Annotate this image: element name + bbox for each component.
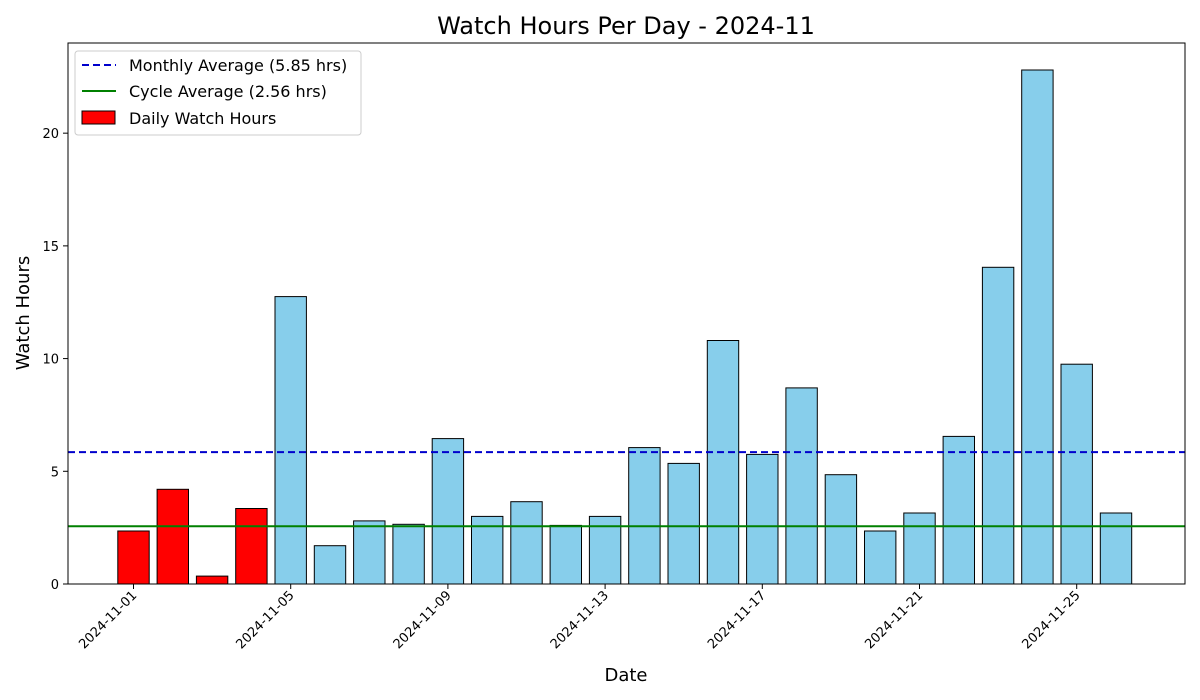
legend: Monthly Average (5.85 hrs) Cycle Average… xyxy=(74,50,362,136)
bar-2024-11-12 xyxy=(549,524,582,585)
legend-daily-watch-hours-swatch xyxy=(81,110,116,125)
bar-2024-11-01 xyxy=(117,530,150,585)
bar-2024-11-06 xyxy=(313,545,347,585)
bar-2024-11-15 xyxy=(667,462,700,585)
bar-2024-11-11 xyxy=(510,501,543,585)
bar-2024-11-16 xyxy=(706,340,740,585)
x-tick-label: 2024-11-13 xyxy=(548,588,612,652)
x-tick-label: 2024-11-17 xyxy=(705,588,769,652)
bar-2024-11-17 xyxy=(746,453,779,585)
bars-group xyxy=(117,69,1133,585)
y-tick-label: 5 xyxy=(51,465,59,480)
reference-lines xyxy=(68,451,1185,528)
bar-2024-11-26 xyxy=(1099,512,1133,585)
bar-2024-11-22 xyxy=(942,435,975,585)
bar-2024-11-07 xyxy=(353,520,386,585)
y-tick-label: 15 xyxy=(42,240,59,255)
x-tick-label: 2024-11-05 xyxy=(233,588,297,652)
y-tick-label: 10 xyxy=(42,353,59,368)
x-tick-label: 2024-11-09 xyxy=(391,588,455,652)
bar-2024-11-08 xyxy=(392,523,425,585)
bar-2024-11-23 xyxy=(981,266,1015,585)
bar-2024-11-09 xyxy=(431,438,465,585)
bar-2024-11-21 xyxy=(903,512,936,585)
x-axis-title: Date xyxy=(604,665,647,686)
bar-2024-11-14 xyxy=(628,447,661,585)
bar-2024-11-03 xyxy=(195,575,229,585)
x-axis: 2024-11-01 2024-11-05 2024-11-09 2024-11-13… xyxy=(76,584,1084,652)
bar-2024-11-20 xyxy=(864,530,897,585)
bar-2024-11-19 xyxy=(824,474,858,585)
legend-monthly-average-label: Monthly Average (5.85 hrs) xyxy=(129,56,347,75)
bar-2024-11-10 xyxy=(471,515,504,585)
x-tick-label: 2024-11-01 xyxy=(76,588,140,652)
bar-2024-11-04 xyxy=(235,508,268,585)
bar-2024-11-02 xyxy=(156,488,190,585)
bar-2024-11-24 xyxy=(1021,69,1054,585)
plot-area-frame xyxy=(67,42,1186,585)
chart-title: Watch Hours Per Day - 2024-11 xyxy=(437,12,815,40)
bar-2024-11-05 xyxy=(274,296,307,585)
x-tick-label: 2024-11-25 xyxy=(1019,588,1083,652)
legend-daily-watch-hours-label: Daily Watch Hours xyxy=(129,109,276,128)
bar-2024-11-18 xyxy=(785,387,818,585)
bar-2024-11-13 xyxy=(588,515,622,585)
legend-frame xyxy=(74,50,362,136)
bar-2024-11-25 xyxy=(1060,363,1093,585)
y-axis: 0 5 10 15 20 xyxy=(42,127,68,593)
y-tick-label: 0 xyxy=(51,578,59,593)
y-axis-title: Watch Hours xyxy=(13,256,34,371)
x-tick-label: 2024-11-21 xyxy=(862,588,926,652)
y-tick-label: 20 xyxy=(42,127,59,142)
legend-cycle-average-label: Cycle Average (2.56 hrs) xyxy=(129,82,327,101)
